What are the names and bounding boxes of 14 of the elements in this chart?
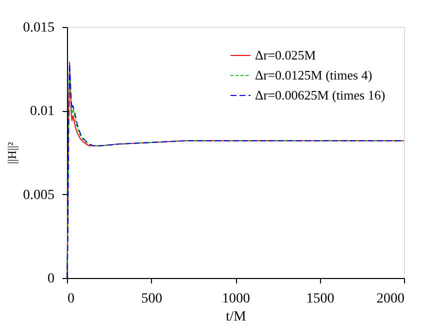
y-tick-label: 0.01 [30,104,54,120]
x-tick-label: 1500 [306,292,334,306]
legend-label: Δr=0.0125M (times 4) [255,68,372,82]
x-tick-label: 0 [68,292,74,306]
x-tick-label: 2000 [376,292,404,306]
x-tick-label: 500 [141,292,162,306]
y-axis-title: ||H||² [5,142,19,164]
x-axis-title: t/M [226,310,247,324]
legend-label: Δr=0.00625M (times 16) [255,88,386,102]
legend-label: Δr=0.025M [255,48,316,62]
y-tick-label: 0.015 [23,20,54,36]
y-tick-label: 0.005 [23,188,54,203]
x-tick-label: 1000 [222,292,250,306]
y-tick-label: 0 [48,272,54,286]
